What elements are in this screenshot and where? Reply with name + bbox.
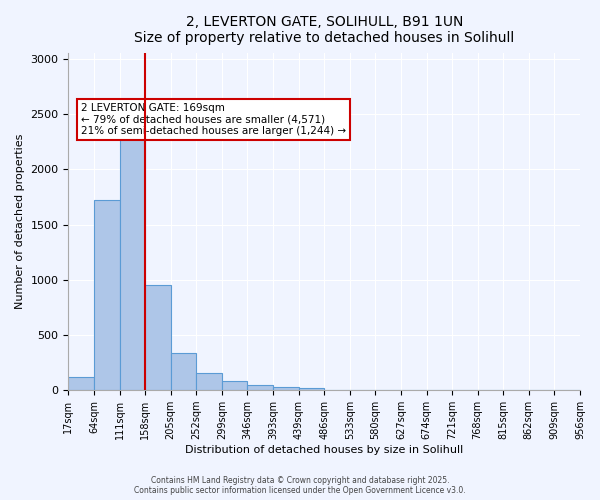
Bar	[119, 125, 145, 390]
Bar	[145, 286, 171, 390]
Bar	[273, 387, 299, 390]
Bar	[299, 388, 324, 390]
Text: Contains HM Land Registry data © Crown copyright and database right 2025.
Contai: Contains HM Land Registry data © Crown c…	[134, 476, 466, 495]
Bar	[171, 352, 196, 390]
Y-axis label: Number of detached properties: Number of detached properties	[15, 134, 25, 310]
X-axis label: Distribution of detached houses by size in Solihull: Distribution of detached houses by size …	[185, 445, 463, 455]
Bar	[247, 384, 273, 390]
Bar	[222, 382, 247, 390]
Title: 2, LEVERTON GATE, SOLIHULL, B91 1UN
Size of property relative to detached houses: 2, LEVERTON GATE, SOLIHULL, B91 1UN Size…	[134, 15, 514, 45]
Text: 2 LEVERTON GATE: 169sqm
← 79% of detached houses are smaller (4,571)
21% of semi: 2 LEVERTON GATE: 169sqm ← 79% of detache…	[81, 103, 346, 136]
Bar	[196, 373, 222, 390]
Bar	[94, 200, 119, 390]
Bar	[68, 377, 94, 390]
